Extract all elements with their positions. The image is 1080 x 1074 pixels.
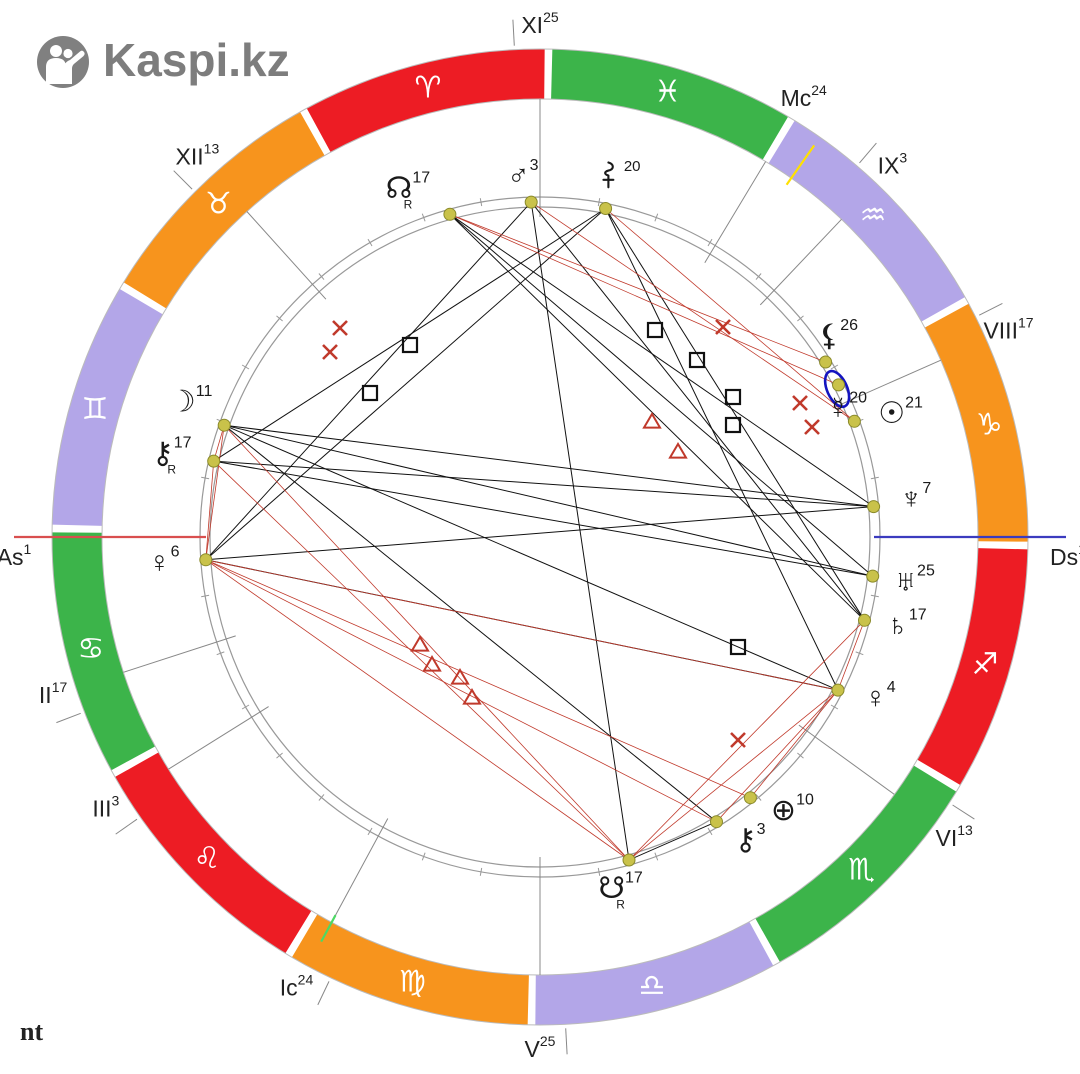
svg-text:Ds1: Ds1	[1050, 541, 1080, 570]
svg-text:20: 20	[624, 158, 641, 175]
svg-text:♌: ♌	[193, 842, 220, 875]
svg-text:R: R	[167, 462, 176, 476]
svg-text:R: R	[404, 197, 413, 211]
svg-text:♒: ♒	[860, 199, 887, 232]
svg-text:nt: nt	[20, 1017, 43, 1046]
svg-text:♈: ♈	[415, 71, 442, 104]
svg-text:♋: ♋	[77, 633, 104, 666]
svg-text:♏: ♏	[848, 854, 875, 887]
svg-text:♓: ♓	[654, 75, 681, 108]
svg-text:♍: ♍	[399, 966, 426, 999]
svg-text:R: R	[616, 898, 625, 912]
svg-text:♎: ♎	[639, 970, 666, 1003]
svg-text:♉: ♉	[205, 187, 232, 220]
svg-text:Kaspi.kz: Kaspi.kz	[103, 34, 290, 86]
svg-text:♑: ♑	[976, 409, 1003, 442]
svg-text:♐: ♐	[972, 648, 999, 681]
svg-text:♊: ♊	[81, 393, 108, 426]
